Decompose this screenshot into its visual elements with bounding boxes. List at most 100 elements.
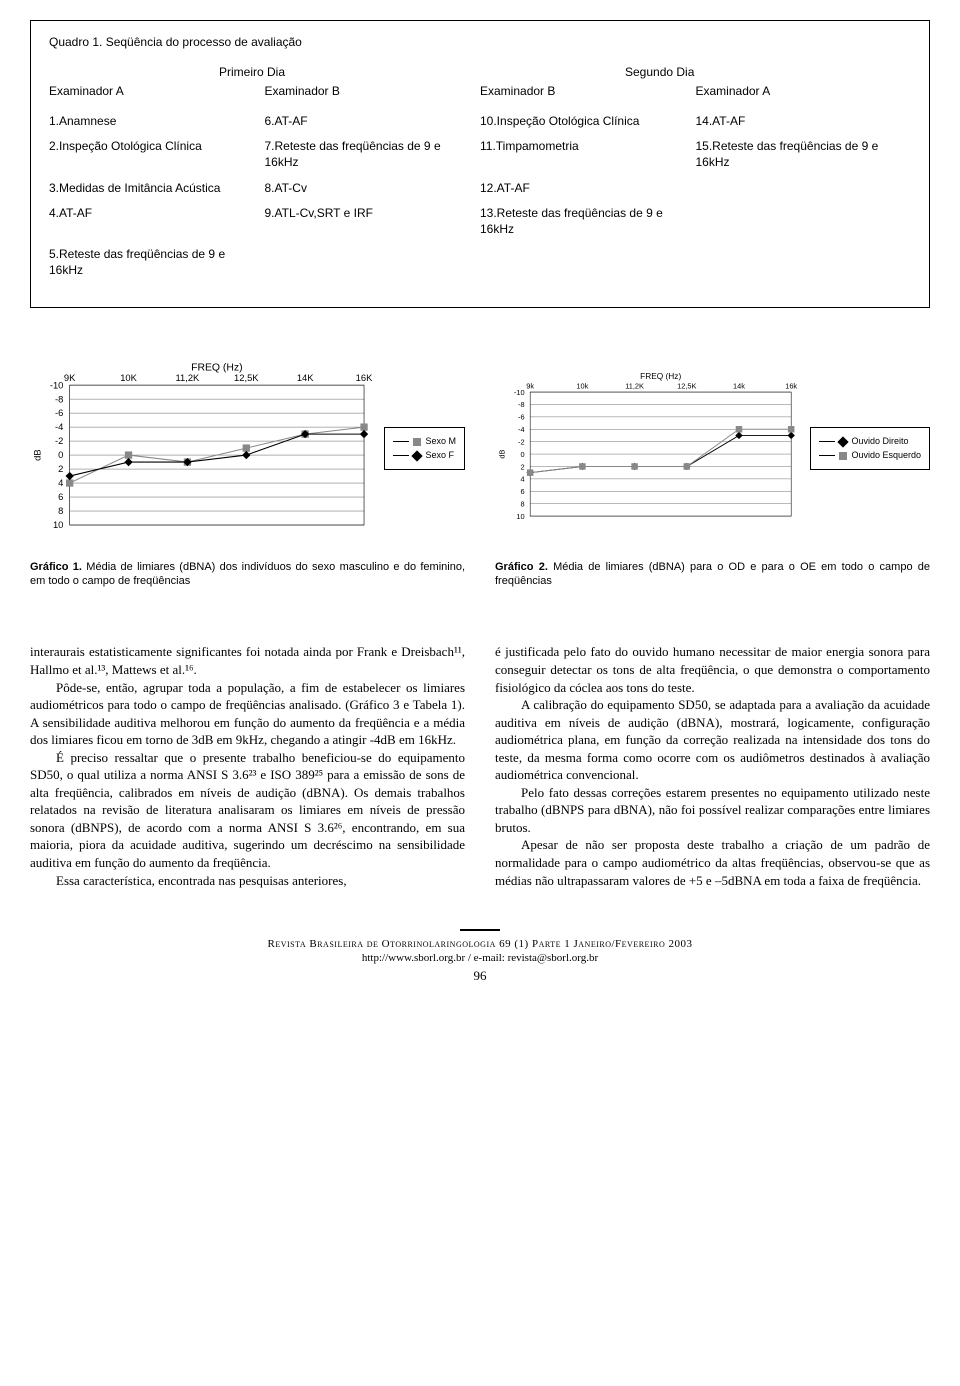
chart-2-legend: Ouvido Direito Ouvido Esquerdo	[810, 427, 930, 470]
quadro-cell: 9.ATL-Cv,SRT e IRF	[265, 206, 481, 237]
legend-label-oe: Ouvido Esquerdo	[851, 450, 921, 462]
footer-journal: Revista Brasileira de Otorrinolaringolog…	[30, 937, 930, 951]
quadro-cell	[265, 247, 481, 278]
svg-text:-2: -2	[55, 435, 63, 446]
svg-text:-2: -2	[518, 437, 525, 446]
body-paragraph: interaurais estatisticamente significant…	[30, 643, 465, 678]
body-paragraph: Essa característica, encontrada nas pesq…	[30, 872, 465, 890]
svg-text:-6: -6	[518, 412, 525, 421]
quadro-cell: 13.Reteste das freqüências de 9 e 16kHz	[480, 206, 696, 237]
caption-2-bold: Gráfico 2.	[495, 561, 548, 573]
svg-text:12,5K: 12,5K	[234, 371, 259, 382]
quadro-rows: 1.Anamnese6.AT-AF10.Inspeção Otológica C…	[49, 114, 911, 279]
svg-text:-4: -4	[518, 425, 525, 434]
quadro-title: Quadro 1. Seqüência do processo de avali…	[49, 35, 911, 51]
quadro-row: 1.Anamnese6.AT-AF10.Inspeção Otológica C…	[49, 114, 911, 130]
chart-1-panel: FREQ (Hz)9K10K11,2K12,5K14K16K-10-8-6-4-…	[30, 358, 465, 540]
quadro-cell: 7.Reteste das freqüências de 9 e 16kHz	[265, 139, 481, 170]
footer-divider	[460, 929, 500, 931]
quadro-cell	[696, 181, 912, 197]
body-paragraph: é justificada pelo fato do ouvido humano…	[495, 643, 930, 696]
chart-1: FREQ (Hz)9K10K11,2K12,5K14K16K-10-8-6-4-…	[30, 358, 374, 540]
body-col-right: é justificada pelo fato do ouvido humano…	[495, 643, 930, 889]
chart-1-legend: Sexo M Sexo F	[384, 427, 465, 470]
quadro-cell: 10.Inspeção Otológica Clínica	[480, 114, 696, 130]
svg-text:9k: 9k	[526, 381, 534, 390]
svg-text:10K: 10K	[120, 371, 137, 382]
svg-text:-10: -10	[50, 379, 64, 390]
body-paragraph: A calibração do equipamento SD50, se ada…	[495, 696, 930, 784]
svg-text:16k: 16k	[785, 381, 797, 390]
svg-text:6: 6	[521, 487, 525, 496]
quadro-cell: 12.AT-AF	[480, 181, 696, 197]
svg-text:4: 4	[58, 477, 63, 488]
quadro-row: 3.Medidas de Imitância Acústica8.AT-Cv12…	[49, 181, 911, 197]
quadro-row: 4.AT-AF9.ATL-Cv,SRT e IRF13.Reteste das …	[49, 206, 911, 237]
svg-text:12,5K: 12,5K	[677, 381, 696, 390]
chart-2-panel: FREQ (Hz)9k10k11,2K12,5K14k16k-10-8-6-4-…	[495, 358, 930, 540]
svg-text:0: 0	[58, 449, 63, 460]
examiner-header-row: Examinador A Examinador B Examinador B E…	[49, 84, 911, 100]
day-header-1: Primeiro Dia	[49, 65, 505, 81]
svg-text:6: 6	[58, 491, 63, 502]
quadro-cell: 6.AT-AF	[265, 114, 481, 130]
quadro-cell: 14.AT-AF	[696, 114, 912, 130]
svg-text:10: 10	[516, 511, 524, 520]
chart-2: FREQ (Hz)9k10k11,2K12,5K14k16k-10-8-6-4-…	[495, 368, 800, 530]
page-number: 96	[30, 968, 930, 985]
svg-text:10: 10	[53, 519, 63, 530]
svg-text:14K: 14K	[297, 371, 314, 382]
svg-text:0: 0	[521, 449, 525, 458]
svg-text:FREQ (Hz): FREQ (Hz)	[640, 371, 681, 381]
page-footer: Revista Brasileira de Otorrinolaringolog…	[30, 929, 930, 984]
svg-text:8: 8	[58, 505, 63, 516]
svg-text:11,2K: 11,2K	[176, 371, 201, 382]
svg-text:-6: -6	[55, 407, 63, 418]
body-columns: interaurais estatisticamente significant…	[30, 643, 930, 889]
quadro-cell	[480, 247, 696, 278]
quadro-cell: 2.Inspeção Otológica Clínica	[49, 139, 265, 170]
caption-2: Gráfico 2. Média de limiares (dBNA) para…	[495, 560, 930, 589]
svg-text:dB: dB	[497, 449, 506, 458]
charts-row: FREQ (Hz) 9K 10K 11,2K 12,5K 14K 16K -10 -8 -6 -4 -…	[30, 358, 930, 540]
examiner-b1: Examinador B	[265, 84, 481, 100]
svg-text:-8: -8	[518, 400, 525, 409]
legend-label-f: Sexo F	[425, 450, 454, 462]
svg-text:-4: -4	[55, 421, 63, 432]
svg-text:14k: 14k	[733, 381, 745, 390]
legend-oe: Ouvido Esquerdo	[819, 450, 921, 462]
legend-od: Ouvido Direito	[819, 436, 921, 448]
quadro-cell: 5.Reteste das freqüências de 9 e 16kHz	[49, 247, 265, 278]
legend-sexo-f: Sexo F	[393, 450, 456, 462]
examiner-a1: Examinador A	[49, 84, 265, 100]
svg-text:-8: -8	[55, 393, 63, 404]
quadro-cell	[696, 247, 912, 278]
caption-2-text: Média de limiares (dBNA) para o OD e par…	[495, 561, 930, 587]
svg-text:2: 2	[521, 462, 525, 471]
svg-text:11,2K: 11,2K	[625, 381, 644, 390]
examiner-b2: Examinador B	[480, 84, 696, 100]
quadro-cell: 4.AT-AF	[49, 206, 265, 237]
caption-1-bold: Gráfico 1.	[30, 561, 82, 573]
quadro-cell	[696, 206, 912, 237]
quadro-cell: 1.Anamnese	[49, 114, 265, 130]
captions-row: Gráfico 1. Média de limiares (dBNA) dos …	[30, 560, 930, 589]
caption-1-text: Média de limiares (dBNA) dos indivíduos …	[30, 561, 465, 587]
body-col-left: interaurais estatisticamente significant…	[30, 643, 465, 889]
legend-sexo-m: Sexo M	[393, 436, 456, 448]
quadro-cell: 11.Timpamometria	[480, 139, 696, 170]
quadro-1: Quadro 1. Seqüência do processo de avali…	[30, 20, 930, 308]
footer-url: http://www.sborl.org.br / e-mail: revist…	[30, 951, 930, 965]
svg-text:16K: 16K	[356, 371, 373, 382]
body-paragraph: Pelo fato dessas correções estarem prese…	[495, 784, 930, 837]
quadro-cell: 15.Reteste das freqüências de 9 e 16kHz	[696, 139, 912, 170]
body-paragraph: Apesar de não ser proposta deste trabalh…	[495, 836, 930, 889]
svg-text:9K: 9K	[64, 371, 76, 382]
quadro-cell: 3.Medidas de Imitância Acústica	[49, 181, 265, 197]
quadro-row: 2.Inspeção Otológica Clínica7.Reteste da…	[49, 139, 911, 170]
svg-text:4: 4	[521, 474, 525, 483]
legend-label-od: Ouvido Direito	[851, 436, 908, 448]
quadro-cell: 8.AT-Cv	[265, 181, 481, 197]
body-paragraph: Pôde-se, então, agrupar toda a população…	[30, 679, 465, 749]
svg-text:dB: dB	[31, 449, 42, 460]
